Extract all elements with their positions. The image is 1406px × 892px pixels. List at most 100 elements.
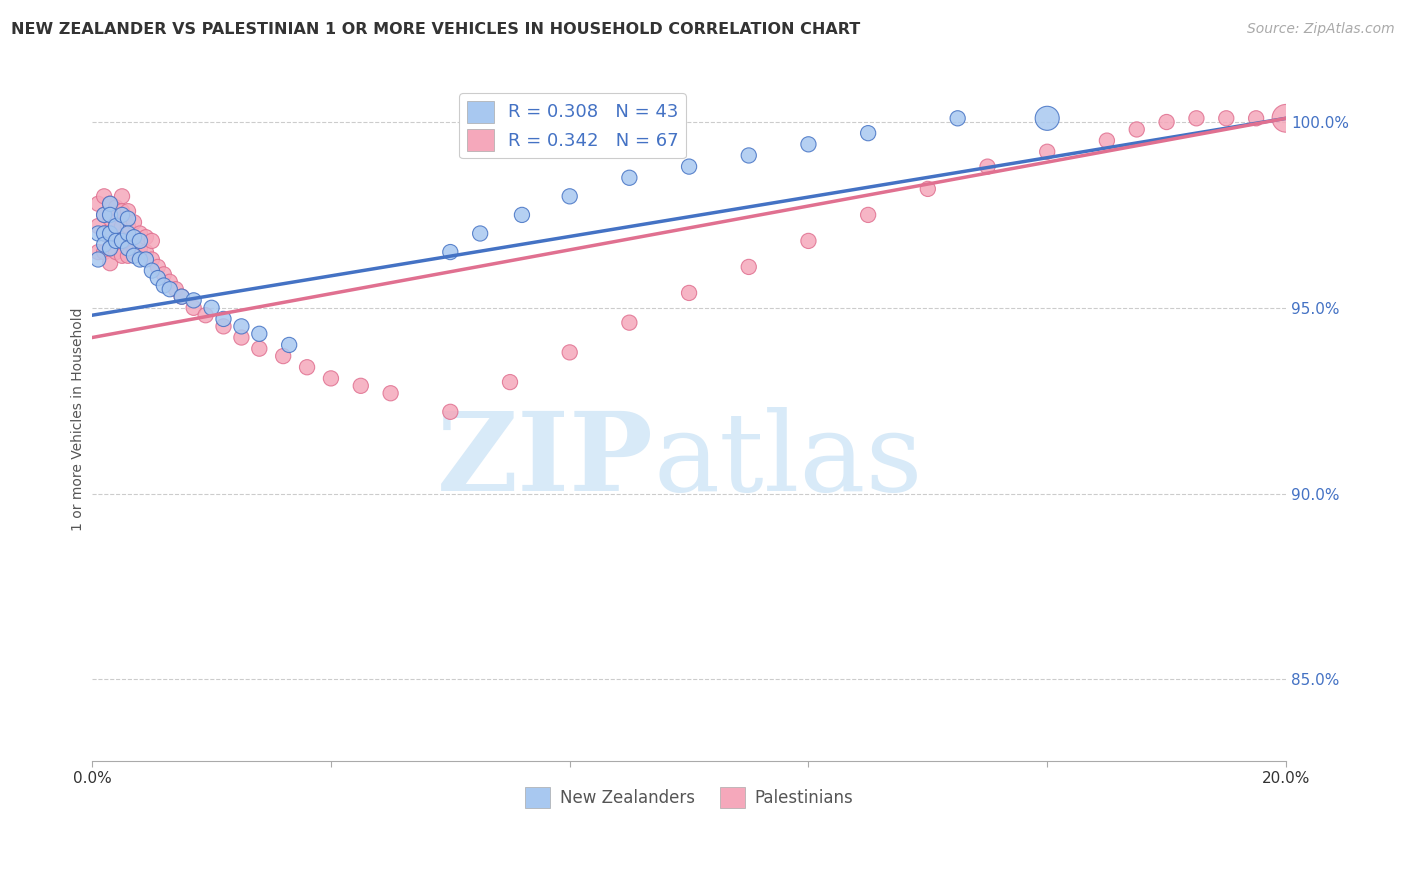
Point bbox=[105, 230, 128, 244]
Point bbox=[247, 326, 270, 341]
Point bbox=[165, 282, 187, 296]
Point bbox=[159, 282, 181, 296]
Point bbox=[247, 342, 270, 356]
Point bbox=[946, 112, 969, 126]
Point bbox=[117, 227, 139, 241]
Point bbox=[1036, 145, 1059, 159]
Point bbox=[200, 301, 222, 315]
Point bbox=[231, 330, 253, 344]
Y-axis label: 1 or more Vehicles in Household: 1 or more Vehicles in Household bbox=[72, 308, 86, 531]
Point bbox=[98, 211, 121, 226]
Point bbox=[135, 230, 157, 244]
Point bbox=[87, 219, 110, 233]
Point bbox=[212, 319, 235, 334]
Point bbox=[98, 196, 121, 211]
Point bbox=[856, 208, 879, 222]
Point bbox=[183, 301, 205, 315]
Point bbox=[111, 189, 134, 203]
Point bbox=[170, 290, 193, 304]
Point bbox=[111, 249, 134, 263]
Point bbox=[499, 375, 522, 389]
Point bbox=[129, 252, 152, 267]
Point bbox=[135, 245, 157, 260]
Text: NEW ZEALANDER VS PALESTINIAN 1 OR MORE VEHICLES IN HOUSEHOLD CORRELATION CHART: NEW ZEALANDER VS PALESTINIAN 1 OR MORE V… bbox=[11, 22, 860, 37]
Point bbox=[212, 312, 235, 326]
Point bbox=[117, 241, 139, 255]
Point bbox=[271, 349, 294, 363]
Point bbox=[105, 219, 128, 233]
Point bbox=[439, 245, 461, 260]
Point bbox=[98, 208, 121, 222]
Point bbox=[117, 204, 139, 219]
Point bbox=[439, 405, 461, 419]
Point bbox=[146, 271, 169, 285]
Point bbox=[1095, 134, 1118, 148]
Point bbox=[170, 290, 193, 304]
Point bbox=[678, 160, 700, 174]
Point bbox=[129, 241, 152, 255]
Point bbox=[105, 215, 128, 229]
Point bbox=[87, 227, 110, 241]
Point bbox=[146, 260, 169, 274]
Point bbox=[153, 278, 176, 293]
Point bbox=[619, 170, 641, 185]
Point bbox=[183, 293, 205, 308]
Point bbox=[976, 160, 998, 174]
Point bbox=[319, 371, 342, 385]
Point bbox=[117, 211, 139, 226]
Point bbox=[510, 208, 533, 222]
Text: atlas: atlas bbox=[654, 407, 922, 514]
Point bbox=[141, 263, 163, 277]
Point bbox=[141, 234, 163, 248]
Point bbox=[797, 234, 820, 248]
Point bbox=[738, 260, 761, 274]
Point bbox=[98, 196, 121, 211]
Point bbox=[117, 234, 139, 248]
Legend: New Zealanders, Palestinians: New Zealanders, Palestinians bbox=[517, 780, 860, 814]
Point bbox=[678, 285, 700, 300]
Point bbox=[93, 189, 115, 203]
Point bbox=[122, 230, 145, 244]
Point bbox=[87, 196, 110, 211]
Point bbox=[93, 227, 115, 241]
Point bbox=[93, 227, 115, 241]
Point bbox=[295, 360, 318, 375]
Point bbox=[231, 319, 253, 334]
Point bbox=[111, 208, 134, 222]
Point bbox=[856, 126, 879, 140]
Point bbox=[105, 245, 128, 260]
Point bbox=[129, 227, 152, 241]
Point bbox=[105, 234, 128, 248]
Point bbox=[98, 227, 121, 241]
Point bbox=[111, 234, 134, 248]
Point bbox=[87, 252, 110, 267]
Point bbox=[117, 249, 139, 263]
Point bbox=[380, 386, 402, 401]
Point bbox=[98, 227, 121, 241]
Point bbox=[93, 237, 115, 252]
Point bbox=[470, 227, 492, 241]
Point bbox=[1156, 115, 1178, 129]
Point bbox=[619, 316, 641, 330]
Point bbox=[135, 252, 157, 267]
Point bbox=[558, 189, 581, 203]
Point bbox=[1244, 112, 1267, 126]
Point bbox=[111, 234, 134, 248]
Point bbox=[1275, 112, 1298, 126]
Point bbox=[141, 252, 163, 267]
Point bbox=[122, 245, 145, 260]
Point bbox=[98, 256, 121, 270]
Point bbox=[122, 249, 145, 263]
Point bbox=[93, 208, 115, 222]
Point bbox=[129, 234, 152, 248]
Point bbox=[350, 379, 373, 393]
Text: Source: ZipAtlas.com: Source: ZipAtlas.com bbox=[1247, 22, 1395, 37]
Point bbox=[797, 137, 820, 152]
Point bbox=[122, 230, 145, 244]
Point bbox=[194, 308, 217, 322]
Point bbox=[93, 208, 115, 222]
Point bbox=[98, 241, 121, 255]
Point bbox=[87, 245, 110, 260]
Point bbox=[153, 268, 176, 282]
Point bbox=[558, 345, 581, 359]
